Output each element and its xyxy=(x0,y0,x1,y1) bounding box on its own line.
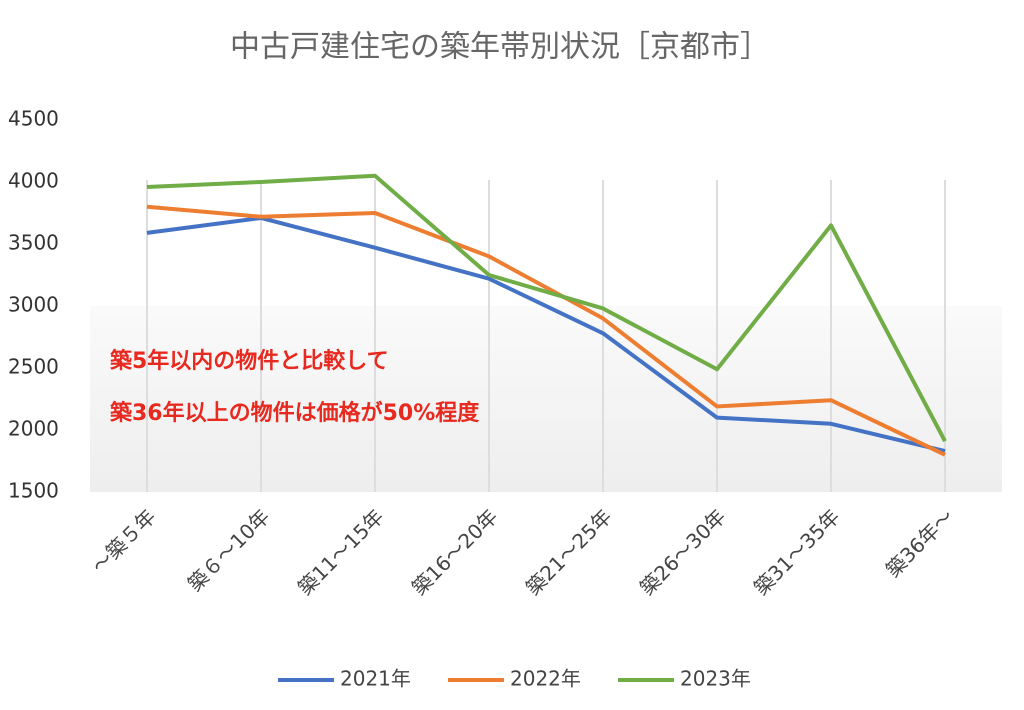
series-line xyxy=(146,204,946,457)
x-tick-label: 築６～10年 xyxy=(183,504,275,596)
y-tick-label: 4500 xyxy=(8,107,59,131)
x-tick-label: 築16～20年 xyxy=(407,504,502,599)
y-tick-label: 2500 xyxy=(8,355,59,379)
chart-title: 中古戸建住宅の築年帯別状況［京都市］ xyxy=(230,30,770,65)
x-tick-label: ～築５年 xyxy=(87,504,161,578)
series-line xyxy=(146,173,947,443)
y-tick-label: 3000 xyxy=(8,293,59,317)
x-tick-label: 築36年～ xyxy=(881,504,958,581)
y-tick-label: 4000 xyxy=(8,169,59,193)
legend-label: 2022年 xyxy=(510,667,581,691)
x-tick-label: 築11～15年 xyxy=(293,504,388,599)
annotation: 築36年以上の物件は価格が50%程度 xyxy=(109,400,480,426)
x-tick-label: 築26～30年 xyxy=(635,504,730,599)
series-line xyxy=(146,215,946,454)
x-tick-label: 築31～35年 xyxy=(749,504,844,599)
shaded-band xyxy=(90,306,1002,492)
annotation: 築5年以内の物件と比較して xyxy=(109,348,389,374)
y-tick-label: 2000 xyxy=(8,417,59,441)
y-tick-label: 1500 xyxy=(8,479,59,503)
x-tick-label: 築21～25年 xyxy=(521,504,616,599)
legend-label: 2023年 xyxy=(680,667,751,691)
y-tick-label: 3500 xyxy=(8,231,59,255)
legend-label: 2021年 xyxy=(340,667,411,691)
